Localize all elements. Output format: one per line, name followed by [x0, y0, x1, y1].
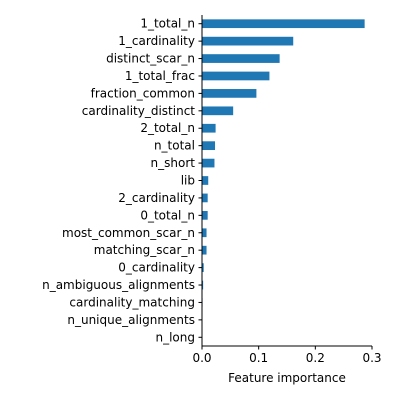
y-tick-label: n_total — [154, 139, 195, 153]
y-tick-label: cardinality_matching — [69, 295, 195, 309]
bar-1_total_n — [202, 19, 365, 29]
y-tick-label: distinct_scar_n — [106, 52, 195, 66]
y-tick-label: matching_scar_n — [94, 243, 195, 257]
x-tick-label: 0.0 — [192, 351, 211, 365]
y-tick-label: 2_cardinality — [118, 191, 195, 205]
x-tick-label: 0.2 — [306, 351, 325, 365]
bar-matching_scar_n — [202, 245, 207, 255]
y-tick-label: 2_total_n — [140, 121, 195, 135]
bar-1_total_frac — [202, 71, 270, 81]
bar-2_total_n — [202, 123, 216, 133]
y-tick-label: 1_cardinality — [118, 34, 195, 48]
bar-fraction_common — [202, 89, 257, 98]
y-tick-label: 1_total_n — [140, 17, 195, 31]
bar-2_cardinality — [202, 193, 208, 203]
bar-1_cardinality — [202, 36, 294, 46]
y-tick-label: 0_cardinality — [118, 261, 195, 275]
y-tick-label: cardinality_distinct — [82, 104, 196, 118]
bar-most_common_scar_n — [202, 228, 207, 238]
y-tick-label: n_short — [151, 156, 196, 170]
y-tick-label: 1_total_frac — [125, 69, 195, 83]
bars-group — [202, 19, 365, 325]
y-tick-label: fraction_common — [91, 86, 195, 100]
bar-n_total — [202, 141, 216, 151]
x-axis-label: Feature importance — [228, 371, 346, 385]
bar-n_ambiguous_alignments — [202, 280, 204, 290]
x-axis-ticks: 0.0 0.1 0.2 0.3 — [192, 346, 382, 365]
y-tick-label: lib — [181, 174, 195, 188]
y-tick-label: 0_total_n — [140, 208, 195, 222]
y-tick-label: most_common_scar_n — [62, 226, 195, 240]
y-tick-label: n_long — [155, 330, 195, 344]
bar-distinct_scar_n — [202, 54, 280, 63]
x-tick-label: 0.3 — [362, 351, 381, 365]
y-axis-ticks: 1_total_n 1_cardinality distinct_scar_n 1_t… — [42, 17, 202, 344]
bar-cardinality_distinct — [202, 106, 234, 116]
bar-0_total_n — [202, 210, 208, 220]
y-tick-label: n_ambiguous_alignments — [42, 278, 195, 292]
bar-n_short — [202, 158, 215, 168]
bar-0_cardinality — [202, 263, 204, 272]
x-tick-label: 0.1 — [249, 351, 268, 365]
y-tick-label: n_unique_alignments — [67, 313, 195, 327]
bar-lib — [202, 176, 209, 185]
